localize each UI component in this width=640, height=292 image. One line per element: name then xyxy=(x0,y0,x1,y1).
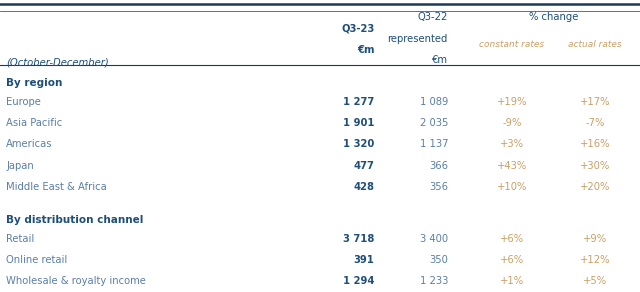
Text: 366: 366 xyxy=(429,161,448,171)
Text: +6%: +6% xyxy=(500,255,524,265)
Text: +1%: +1% xyxy=(500,276,524,286)
Text: Americas: Americas xyxy=(6,139,53,149)
Text: +20%: +20% xyxy=(580,182,611,192)
Text: Wholesale & royalty income: Wholesale & royalty income xyxy=(6,276,147,286)
Text: 3 400: 3 400 xyxy=(420,234,448,244)
Text: +19%: +19% xyxy=(497,97,527,107)
Text: -9%: -9% xyxy=(502,118,522,128)
Text: actual rates: actual rates xyxy=(568,40,622,49)
Text: constant rates: constant rates xyxy=(479,40,545,49)
Text: 391: 391 xyxy=(353,255,374,265)
Text: 477: 477 xyxy=(353,161,374,171)
Text: Europe: Europe xyxy=(6,97,41,107)
Text: 1 233: 1 233 xyxy=(420,276,448,286)
Text: €m: €m xyxy=(357,45,374,55)
Text: By region: By region xyxy=(6,78,63,88)
Text: 2 035: 2 035 xyxy=(420,118,448,128)
Text: -7%: -7% xyxy=(586,118,605,128)
Text: +3%: +3% xyxy=(500,139,524,149)
Text: 1 137: 1 137 xyxy=(419,139,448,149)
Text: represented: represented xyxy=(388,34,448,44)
Text: Japan: Japan xyxy=(6,161,34,171)
Text: 356: 356 xyxy=(429,182,448,192)
Text: +9%: +9% xyxy=(583,234,607,244)
Text: 1 294: 1 294 xyxy=(343,276,374,286)
Text: +5%: +5% xyxy=(583,276,607,286)
Text: +43%: +43% xyxy=(497,161,527,171)
Text: +30%: +30% xyxy=(580,161,611,171)
Text: 1 277: 1 277 xyxy=(343,97,374,107)
Text: +12%: +12% xyxy=(580,255,611,265)
Text: 428: 428 xyxy=(353,182,374,192)
Text: 350: 350 xyxy=(429,255,448,265)
Text: +17%: +17% xyxy=(580,97,611,107)
Text: Middle East & Africa: Middle East & Africa xyxy=(6,182,107,192)
Text: +10%: +10% xyxy=(497,182,527,192)
Text: 1 089: 1 089 xyxy=(420,97,448,107)
Text: (October-December): (October-December) xyxy=(6,58,109,67)
Text: Online retail: Online retail xyxy=(6,255,68,265)
Text: Retail: Retail xyxy=(6,234,35,244)
Text: By distribution channel: By distribution channel xyxy=(6,215,144,225)
Text: +16%: +16% xyxy=(580,139,611,149)
Text: 3 718: 3 718 xyxy=(343,234,374,244)
Text: Q3-23: Q3-23 xyxy=(341,23,374,33)
Text: Asia Pacific: Asia Pacific xyxy=(6,118,63,128)
Text: % change: % change xyxy=(529,12,579,22)
Text: €m: €m xyxy=(432,55,448,65)
Text: +6%: +6% xyxy=(500,234,524,244)
Text: 1 320: 1 320 xyxy=(343,139,374,149)
Text: 1 901: 1 901 xyxy=(343,118,374,128)
Text: Q3-22: Q3-22 xyxy=(418,12,448,22)
